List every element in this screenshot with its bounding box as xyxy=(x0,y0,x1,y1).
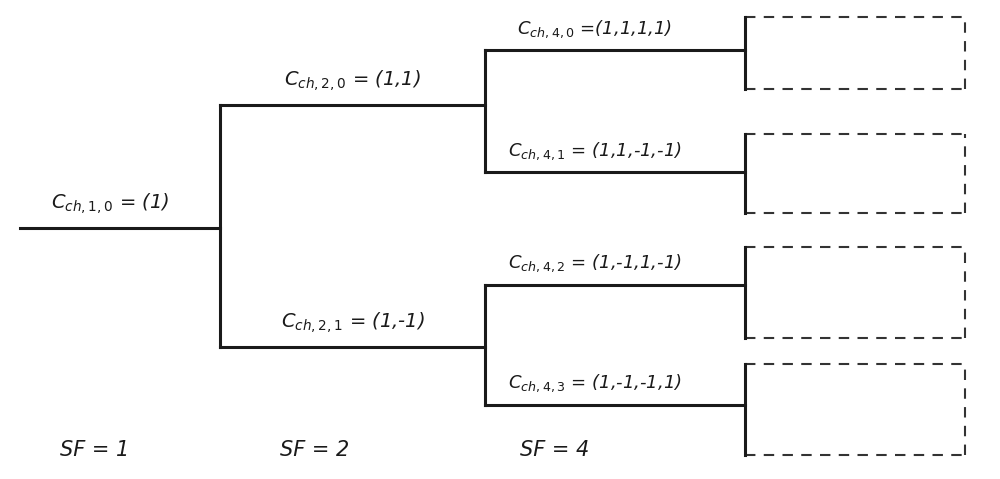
Text: C$_{ch,1,0}$ = (1): C$_{ch,1,0}$ = (1) xyxy=(51,191,169,216)
Text: SF = 2: SF = 2 xyxy=(280,440,349,460)
Text: C$_{ch,2,0}$ = (1,1): C$_{ch,2,0}$ = (1,1) xyxy=(284,68,421,93)
Text: C$_{ch,2,1}$ = (1,-1): C$_{ch,2,1}$ = (1,-1) xyxy=(281,310,424,335)
Text: SF = 1: SF = 1 xyxy=(60,440,129,460)
Text: C$_{ch,4,1}$ = (1,1,-1,-1): C$_{ch,4,1}$ = (1,1,-1,-1) xyxy=(508,140,682,162)
Text: C$_{ch,4,0}$ =(1,1,1,1): C$_{ch,4,0}$ =(1,1,1,1) xyxy=(517,18,673,40)
Text: C$_{ch,4,3}$ = (1,-1,-1,1): C$_{ch,4,3}$ = (1,-1,-1,1) xyxy=(508,373,682,394)
Text: SF = 4: SF = 4 xyxy=(520,440,589,460)
Text: C$_{ch,4,2}$ = (1,-1,1,-1): C$_{ch,4,2}$ = (1,-1,1,-1) xyxy=(508,253,682,274)
